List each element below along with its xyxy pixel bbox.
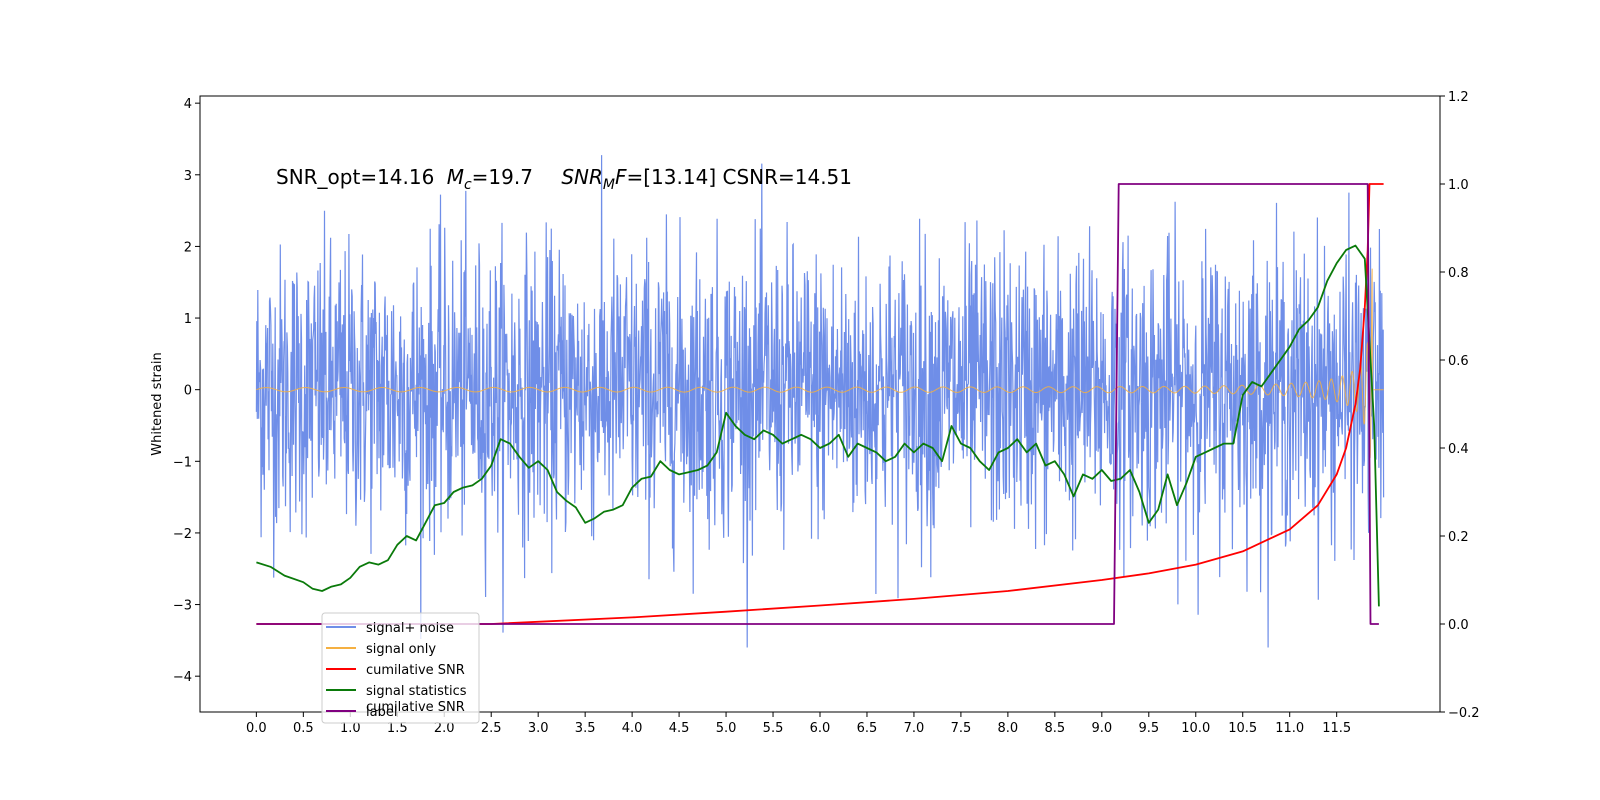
x-tick-label: 8.0 [998, 721, 1019, 736]
y2-tick-label: 1.2 [1448, 90, 1469, 105]
y2-tick-label: −0.2 [1448, 706, 1480, 721]
x-tick-label: 11.5 [1322, 721, 1351, 736]
legend-label: signal+ noise [366, 621, 454, 636]
y-axis-label: Whitened strain [150, 352, 165, 455]
x-tick-label: 4.0 [622, 721, 643, 736]
x-tick-label: 10.0 [1181, 721, 1210, 736]
y-tick-label: −4 [173, 670, 192, 685]
y-tick-label: −3 [173, 599, 192, 614]
y-tick-label: 4 [184, 97, 192, 112]
annotation-snr-opt: SNR_opt=14.16 [276, 165, 434, 189]
y2-tick-label: 0.6 [1448, 354, 1469, 369]
y2-tick-label: 0.8 [1448, 266, 1469, 281]
annotation-snrmf-subscript: M [603, 177, 615, 193]
series-signal-only [256, 268, 1384, 459]
x-tick-label: 6.5 [857, 721, 878, 736]
x-tick-label: 4.5 [669, 721, 690, 736]
plot-area [255, 155, 1385, 648]
x-tick-label: 9.0 [1091, 721, 1112, 736]
x-tick-label: 7.0 [904, 721, 925, 736]
x-tick-label: 6.0 [810, 721, 831, 736]
y-axis-left: 4 3 2 1 0 −1 −2 −3 −4 [173, 97, 200, 685]
y-tick-label: 2 [184, 240, 192, 255]
legend-label: signal statistics [366, 684, 467, 699]
legend: cumilative SNR signal+ noise signal only c… [321, 612, 480, 724]
y-tick-label: 1 [184, 312, 192, 327]
chart-annotation: SNR_opt=14.16 Mc=19.7 SNRMF=[13.14] CSNR… [276, 165, 852, 193]
x-tick-label: 0.5 [293, 721, 314, 736]
y2-tick-label: 0.0 [1448, 618, 1469, 633]
x-tick-label: 3.5 [575, 721, 596, 736]
x-tick-label: 5.5 [763, 721, 784, 736]
x-tick-label: 2.5 [481, 721, 502, 736]
series-label [256, 183, 1379, 625]
y-tick-label: −1 [173, 455, 192, 470]
x-tick-label: 9.5 [1138, 721, 1159, 736]
legend-label: label [366, 705, 397, 720]
x-tick-label: 2.0 [434, 721, 455, 736]
y-tick-label: −2 [173, 527, 192, 542]
x-tick-label: 8.5 [1045, 721, 1066, 736]
legend-label: cumilative SNR [366, 663, 465, 678]
x-tick-label: 3.0 [528, 721, 549, 736]
x-axis: 0.0 0.5 1.0 1.5 2.0 2.5 3.0 3.5 4.0 4.5 5.0 5.5 6.0 6… [246, 712, 1351, 736]
series-signal-plus-noise [255, 155, 1385, 648]
annotation-snrmf-value: =[13.14] CSNR=14.51 [627, 165, 853, 189]
annotation-mc-value: =19.7 [472, 165, 533, 189]
y-tick-label: 3 [184, 169, 192, 184]
y2-tick-label: 1.0 [1448, 178, 1469, 193]
legend-box [321, 612, 480, 724]
annotation-snrmf-f: F [615, 165, 627, 189]
y2-tick-label: 0.2 [1448, 530, 1469, 545]
y-tick-label: 0 [184, 384, 192, 399]
y-axis-right: 1.2 1.0 0.8 0.6 0.4 0.2 0.0 −0.2 [1440, 90, 1480, 721]
x-tick-label: 1.0 [340, 721, 361, 736]
x-tick-label: 5.0 [716, 721, 737, 736]
x-tick-label: 7.5 [951, 721, 972, 736]
y2-tick-label: 0.4 [1448, 442, 1469, 457]
annotation-mc-subscript: c [464, 177, 472, 193]
legend-ghost-text: cumilative SNR [366, 700, 465, 715]
series-signal-statistics [256, 244, 1380, 607]
x-tick-label: 0.0 [246, 721, 267, 736]
x-tick-label: 1.5 [387, 721, 408, 736]
annotation-snrmf-symbol: SNR [561, 165, 603, 189]
x-tick-label: 10.5 [1228, 721, 1257, 736]
annotation-mc-symbol: M [447, 165, 464, 189]
x-tick-label: 11.0 [1275, 721, 1304, 736]
legend-label: signal only [366, 642, 436, 657]
